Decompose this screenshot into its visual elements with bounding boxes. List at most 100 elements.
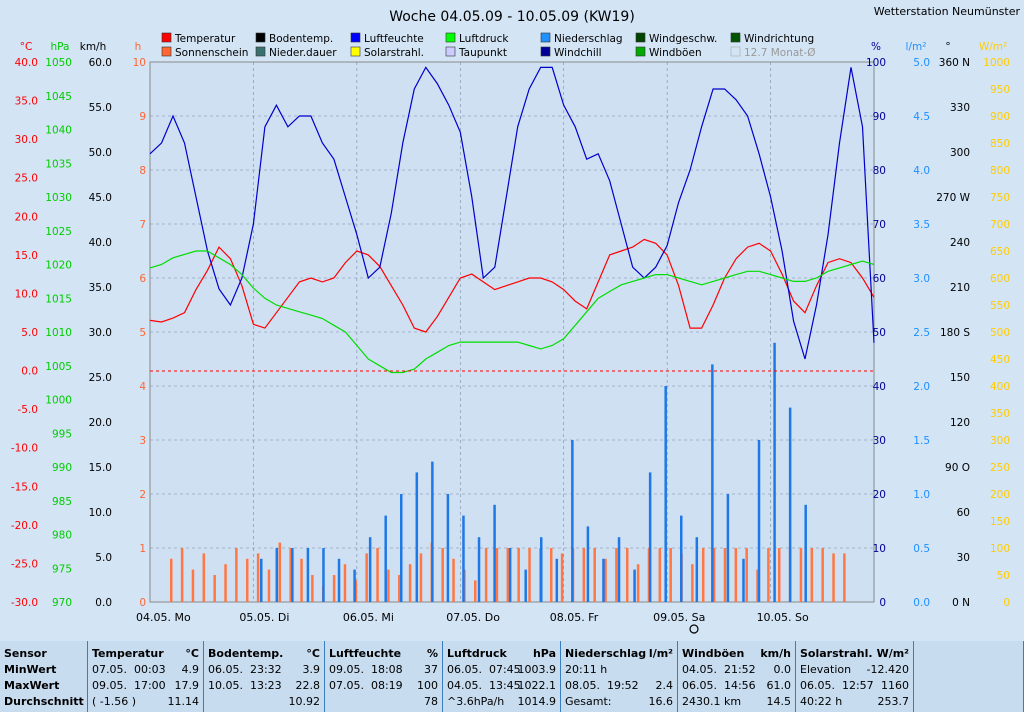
- rain-bar: [446, 494, 450, 602]
- axis-tick-label: 970: [52, 597, 72, 609]
- stats-cell-row: Solarstrahl. W/m²: [800, 647, 909, 663]
- stats-cell-left: 06.05. 07:45: [447, 663, 521, 676]
- sunshine-bar: [712, 548, 716, 602]
- sunshine-bar: [745, 548, 748, 602]
- axis-tick-label: 7: [139, 219, 146, 231]
- stats-cell-left: Niederschlag: [565, 647, 647, 660]
- axis-tick-label: 30: [873, 435, 886, 447]
- rain-bar: [477, 537, 481, 602]
- legend-label: Bodentemp.: [269, 33, 333, 45]
- legend-label: Windgeschw.: [649, 33, 717, 45]
- axis-tick-label: 650: [990, 246, 1010, 258]
- rain-bar: [540, 537, 543, 602]
- axis-tick-label: 4: [139, 381, 146, 393]
- sunshine-bar: [408, 564, 412, 602]
- stats-row-label: Sensor: [4, 647, 47, 660]
- stats-cell-left: 2430.1 km: [682, 695, 742, 708]
- stats-column: Solarstrahl. W/m² Elevation -12.420 06.05. 1…: [796, 641, 914, 712]
- axis-tick-label: 5.0: [913, 57, 930, 69]
- sunshine-bar: [821, 548, 824, 602]
- legend-label: Nieder.dauer: [269, 47, 337, 59]
- stats-cell-right: 1003.9: [517, 663, 557, 676]
- stats-cell-row: 20:11 h: [565, 663, 673, 679]
- stats-cell-left: ( -1.56 ): [92, 695, 137, 708]
- stats-cell-right: 253.7: [877, 695, 910, 708]
- axis-tick-label: 35.0: [15, 96, 38, 108]
- axis-tick-label: -20.0: [11, 520, 38, 532]
- axis-tick-label: 990: [52, 462, 72, 474]
- axis-tick-label: 250: [990, 462, 1010, 474]
- sunshine-bar: [636, 564, 640, 602]
- stats-cell-left: Luftfeuchte: [329, 647, 402, 660]
- axis-tick-label: 45.0: [89, 192, 112, 204]
- axis-tick-label: 70: [873, 219, 886, 231]
- axis-tick-label: 3.5: [913, 219, 930, 231]
- axis-tick-label: 350: [990, 408, 1010, 420]
- axis-tick-label: 600: [990, 273, 1010, 285]
- stats-column: Windböen km/h 04.05. 21:52 0.0 06.05. 14:56 6…: [678, 641, 796, 712]
- sunshine-bar: [702, 548, 705, 602]
- axis-tick-label: 1: [139, 543, 146, 555]
- axis-unit-label: °C: [20, 41, 33, 53]
- legend-swatch: [730, 46, 741, 57]
- rain-bar: [617, 537, 621, 602]
- series-line: [149, 250, 875, 374]
- legend-swatch: [255, 32, 266, 43]
- stats-cell-row: Temperatur °C: [92, 647, 199, 663]
- sunshine-bar: [550, 548, 553, 602]
- sunshine-bar: [723, 548, 727, 602]
- stats-cell-row: Elevation -12.420: [800, 663, 909, 679]
- axis-tick-label: 60: [873, 273, 886, 285]
- legend-label: Windböen: [649, 47, 702, 59]
- sunshine-bar: [235, 548, 238, 602]
- stats-cell-right: 4.9: [181, 663, 200, 676]
- axis-tick-label: 300: [990, 435, 1010, 447]
- stats-cell-row: 06.05. 07:45 1003.9: [447, 663, 556, 679]
- sunshine-bar: [615, 548, 618, 602]
- axis-tick-label: 1045: [45, 91, 72, 103]
- axis-tick-label: -5.0: [18, 404, 39, 416]
- x-tick-label: 04.05. Mo: [136, 611, 191, 624]
- rain-bar: [431, 461, 434, 602]
- stats-cell-row: 06.05. 23:32 3.9: [208, 663, 320, 679]
- axis-tick-label: 1.5: [913, 435, 930, 447]
- axis-tick-label: 60.0: [89, 57, 112, 69]
- stats-cell-right: 1022.1: [517, 679, 557, 692]
- axis-unit-label: %: [871, 41, 881, 53]
- sunshine-bar: [484, 548, 488, 602]
- stats-cell-left: 07.05. 08:19: [329, 679, 403, 692]
- x-tick-label: 06.05. Mi: [343, 611, 394, 624]
- axis-unit-label: hPa: [51, 41, 70, 53]
- stats-cell-row: 78: [329, 695, 438, 711]
- sunshine-bar: [626, 548, 629, 602]
- axis-tick-label: 6: [139, 273, 146, 285]
- stats-cell-row: Luftdruck hPa: [447, 647, 556, 663]
- axis-tick-label: 1040: [45, 125, 72, 137]
- axis-tick-label: -10.0: [11, 443, 38, 455]
- stats-cell-right: °C: [306, 647, 320, 660]
- axis-tick-label: 0.0: [95, 597, 112, 609]
- stats-cell-left: Solarstrahl.: [800, 647, 873, 660]
- sunshine-bar: [246, 558, 249, 602]
- rain-bar: [508, 548, 512, 602]
- rain-bar: [648, 472, 652, 602]
- sunshine-bar: [756, 569, 759, 602]
- rain-bar: [524, 569, 527, 602]
- x-axis-labels: 04.05. Mo 05.05. Di 06.05. Mi 07.05. Do 08.0…: [136, 611, 809, 624]
- axis-tick-label: 0: [139, 597, 146, 609]
- axis-tick-label: 800: [990, 165, 1010, 177]
- legend-swatch: [350, 32, 361, 43]
- stats-cell-left: 09.05. 17:00: [92, 679, 166, 692]
- axis-tick-label: 1010: [45, 327, 72, 339]
- axis-tick-label: 100: [866, 57, 886, 69]
- stats-cell-right: l/m²: [648, 647, 673, 660]
- sunshine-bar: [398, 575, 401, 602]
- sunshine-bar: [582, 548, 586, 602]
- axis-tick-label: 200: [990, 489, 1010, 501]
- axis-tick-label: -30.0: [11, 597, 38, 609]
- moon-icon: [689, 624, 699, 634]
- sunshine-bar: [517, 548, 520, 602]
- axis-tick-label: 950: [990, 84, 1010, 96]
- rain-bar: [711, 364, 714, 602]
- stats-cell-row: Bodentemp. °C: [208, 647, 320, 663]
